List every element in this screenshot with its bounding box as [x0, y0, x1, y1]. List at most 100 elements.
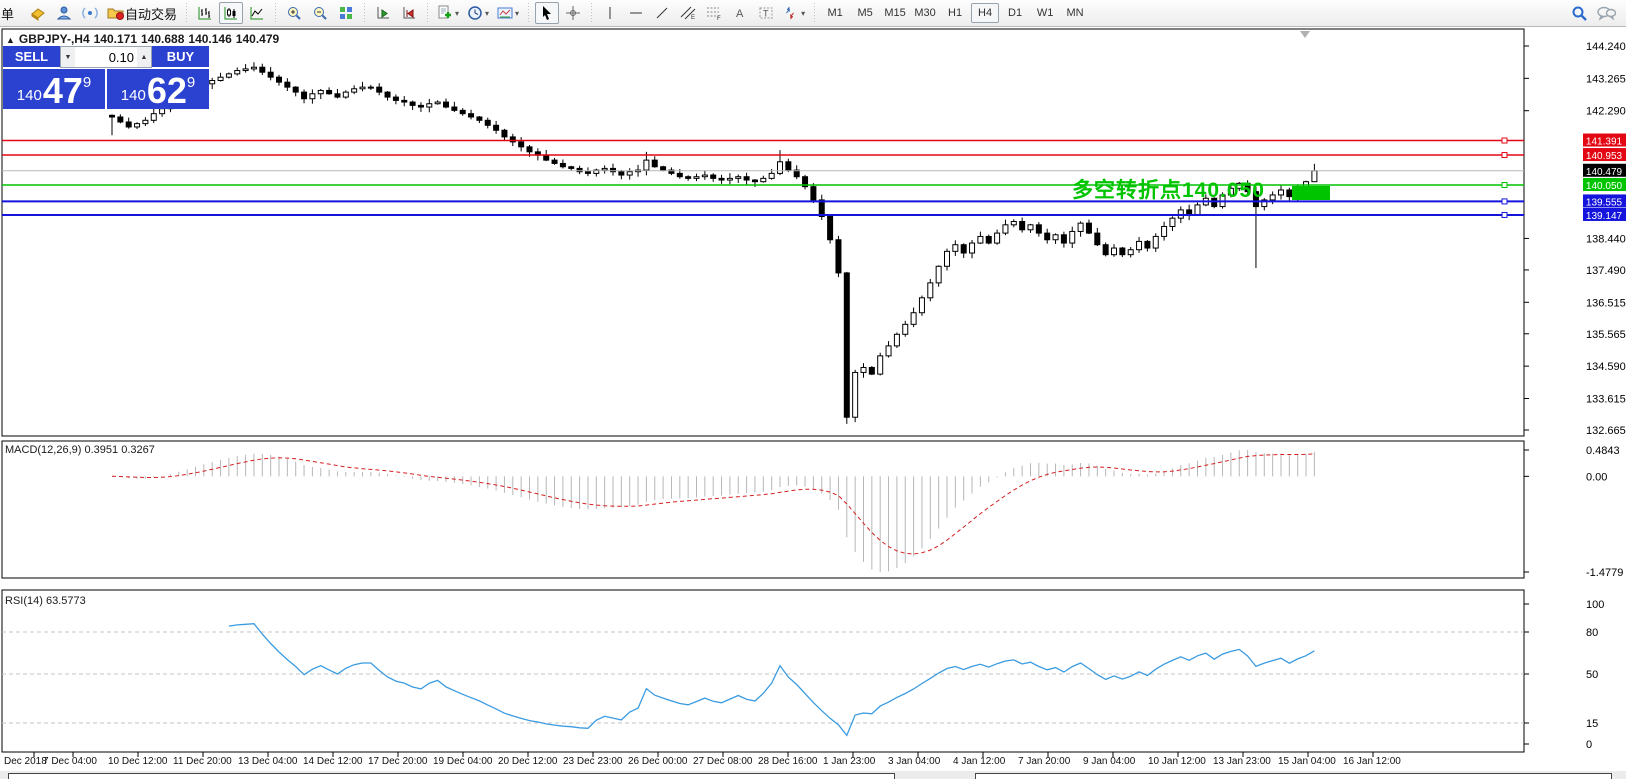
new-order-button[interactable]: 单 — [0, 2, 24, 24]
tf-button-M1[interactable]: M1 — [821, 3, 849, 23]
price-badge — [1583, 194, 1626, 208]
new-order-label: 单 — [1, 6, 15, 22]
toolbar-grip[interactable] — [184, 3, 190, 23]
volume-decrease-button[interactable]: ▼ — [61, 47, 75, 67]
pane-border — [1, 589, 1525, 753]
volume-input[interactable] — [75, 47, 137, 67]
text-label-button[interactable]: T — [754, 2, 778, 24]
price-badge-label: 140.050 — [1586, 181, 1623, 192]
zoom-in-button[interactable] — [282, 2, 306, 24]
zoom-out-button[interactable] — [308, 2, 332, 24]
time-tick-label: 23 Dec 23:00 — [563, 756, 623, 767]
search-icon — [1572, 6, 1587, 21]
rsi-axis-label: 50 — [1586, 669, 1598, 681]
buy-price-box[interactable]: 140 62 9 — [107, 69, 209, 109]
svg-text:F: F — [717, 16, 721, 21]
template-icon — [497, 7, 513, 19]
autotrading-button[interactable]: 自动交易 — [104, 2, 180, 24]
chart-shift-marker[interactable] — [1300, 31, 1310, 38]
toolbar-grip[interactable] — [589, 3, 595, 23]
rsi-line — [228, 623, 1315, 737]
templates-button[interactable]: ▾ — [494, 2, 522, 24]
time-tick-label: 3 Jan 04:00 — [888, 756, 941, 767]
horizontal-line-button[interactable] — [624, 2, 648, 24]
vertical-line-button[interactable] — [598, 2, 622, 24]
sell-price-box[interactable]: 140 47 9 — [3, 69, 105, 109]
dropdown-caret-icon: ▾ — [485, 8, 490, 18]
price-badge — [1583, 148, 1626, 162]
fibonacci-icon: F — [707, 7, 721, 21]
chat-bubbles-icon — [1597, 6, 1616, 21]
collapse-triangle-icon[interactable]: ▲ — [6, 35, 15, 45]
tf-button-M30[interactable]: M30 — [911, 3, 939, 23]
hline-anchor[interactable] — [1501, 198, 1508, 205]
volume-increase-button[interactable]: ▲ — [137, 47, 151, 67]
price-tick-label: 132.665 — [1586, 425, 1626, 437]
add-indicator-icon — [438, 5, 452, 19]
autotrading-label: 自动交易 — [125, 6, 178, 22]
time-axis[interactable]: Dec 2018 7 Dec 04:00 10 Dec 12:00 11 Dec 20… — [0, 756, 1626, 772]
highlight-rectangle[interactable] — [1292, 186, 1330, 200]
tf-button-H4[interactable]: H4 — [971, 3, 1000, 23]
arrows-button[interactable]: ▾ — [780, 2, 808, 24]
rsi-axis-label: 80 — [1586, 627, 1598, 639]
trendline-button[interactable] — [650, 2, 674, 24]
time-tick-label: 26 Dec 00:00 — [628, 756, 688, 767]
signals-button[interactable] — [78, 2, 102, 24]
signal-icon — [82, 7, 98, 19]
toolbar-grip[interactable] — [812, 3, 818, 23]
accounts-button[interactable] — [52, 2, 76, 24]
price-badge — [1583, 178, 1626, 192]
tf-button-M15[interactable]: M15 — [881, 3, 909, 23]
tf-button-D1[interactable]: D1 — [1001, 3, 1029, 23]
tf-button-H1[interactable]: H1 — [941, 3, 969, 23]
price-badge-label: 139.555 — [1586, 197, 1623, 208]
hline-anchor[interactable] — [1501, 152, 1508, 159]
periods-button[interactable]: ▾ — [464, 2, 492, 24]
dropdown-caret-icon: ▾ — [515, 8, 520, 18]
cursor-button[interactable] — [535, 2, 560, 24]
indicators-button[interactable]: ▾ — [434, 2, 462, 24]
toolbar-grip[interactable] — [362, 3, 368, 23]
chat-button[interactable] — [1593, 2, 1619, 24]
chart-window: 144.240 143.265 142.290 138.440 137.490 136.5… — [0, 27, 1626, 779]
sell-button[interactable]: SELL — [3, 46, 60, 68]
candlesticks — [109, 62, 1318, 424]
chart-surface[interactable]: 144.240 143.265 142.290 138.440 137.490 136.5… — [0, 27, 1626, 772]
tile-windows-button[interactable] — [334, 2, 358, 24]
market-button[interactable] — [26, 2, 50, 24]
search-button[interactable] — [1567, 2, 1591, 24]
horizontal-line-icon — [630, 12, 643, 14]
fibonacci-button[interactable]: F — [702, 2, 726, 24]
text-button[interactable]: A — [728, 2, 752, 24]
price-badge-label: 139.147 — [1586, 211, 1623, 222]
toolbar-grip[interactable] — [425, 3, 431, 23]
toolbar-grip[interactable] — [273, 3, 279, 23]
equidistant-channel-button[interactable]: E — [676, 2, 700, 24]
bar-chart-button[interactable] — [193, 2, 217, 24]
price-tick-label: 136.515 — [1586, 297, 1626, 309]
tf-button-W1[interactable]: W1 — [1031, 3, 1059, 23]
main-toolbar: 单 自动交易 ▾ — [0, 0, 1626, 27]
arrows-icon — [786, 6, 795, 20]
hline-anchor[interactable] — [1501, 137, 1508, 144]
macd-axis-label: 0.00 — [1586, 471, 1607, 483]
hline-anchor[interactable] — [1501, 211, 1508, 218]
time-tick-label: 17 Dec 20:00 — [368, 756, 428, 767]
line-chart-button[interactable] — [245, 2, 269, 24]
candlestick-chart-button[interactable] — [219, 2, 244, 24]
tf-button-M5[interactable]: M5 — [851, 3, 879, 23]
time-tick-label: 4 Jan 12:00 — [953, 756, 1006, 767]
zoom-in-icon — [288, 7, 301, 20]
autoscroll-button[interactable] — [371, 2, 395, 24]
tf-button-MN[interactable]: MN — [1061, 3, 1089, 23]
hline-anchor[interactable] — [1501, 182, 1508, 189]
crosshair-button[interactable] — [561, 2, 585, 24]
buy-button[interactable]: BUY — [152, 46, 209, 68]
chart-shift-button[interactable] — [397, 2, 421, 24]
pane-border — [1, 440, 1525, 579]
price-badge-label: 140.953 — [1586, 151, 1623, 162]
pivot-annotation-text[interactable]: 多空转折点140.050 — [1072, 179, 1265, 202]
toolbar-grip[interactable] — [526, 3, 532, 23]
